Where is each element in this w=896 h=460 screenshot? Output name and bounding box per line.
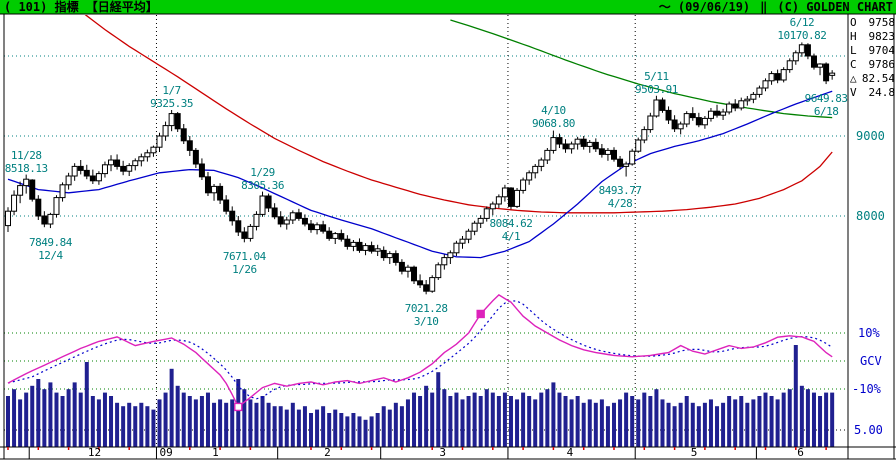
month-label: 4	[566, 446, 574, 459]
osc-axis-label-gcv: GCV	[860, 354, 882, 368]
chart-annotation: 8084.62 4/1	[489, 217, 533, 244]
date-range-label: ～ (09/06/19)	[658, 0, 751, 14]
chart-annotation: 1/7 9325.35	[150, 83, 194, 110]
chart-annotation: 9649.83 6/18	[804, 92, 848, 118]
month-label: 2	[324, 446, 331, 459]
chart-annotation: 11/28 8518.13	[4, 148, 48, 175]
quote-panel: O 9758 H 9823 L 9704 C 9786 △ 82.54 V 24.8	[850, 16, 895, 100]
chart-annotation: 6/12 10170.82	[777, 16, 827, 43]
chart-annotation: 7849.84 12/4	[28, 236, 72, 262]
volume-label: V	[850, 86, 857, 99]
chart-annotation: 7021.28 3/10	[404, 302, 448, 329]
title-bar: ( 101) 指標 【日経平均】 ～ (09/06/19) ‖ (C) GOLD…	[0, 0, 896, 14]
quote-row-volume: V 24.8	[850, 86, 895, 100]
low-label: L	[850, 44, 857, 57]
volume-value: 24.8	[868, 86, 896, 99]
high-value: 9823	[868, 30, 896, 43]
chart-annotation: 8493.77 4/28	[598, 184, 642, 211]
price-axis-label-8000: 8000	[856, 209, 885, 223]
quote-row-open: O 9758	[850, 16, 895, 30]
month-label: 3	[439, 446, 446, 459]
separator-glyph: ‖	[760, 0, 768, 14]
open-value: 9758	[868, 16, 896, 29]
close-label: C	[850, 58, 857, 71]
low-value: 9704	[868, 44, 896, 57]
osc-axis-label-minus10: -10%	[852, 382, 881, 396]
change-delta-icon: △	[850, 72, 857, 85]
quote-row-low: L 9704	[850, 44, 895, 58]
month-label: 6	[797, 446, 804, 459]
quote-row-change: △ 82.54	[850, 72, 895, 86]
osc-axis-label-500: 5.00	[854, 423, 883, 437]
close-value: 9786	[868, 58, 896, 71]
month-label: 1	[212, 446, 219, 459]
title-bar-right: ～ (09/06/19) ‖ (C) GOLDEN CHART	[659, 0, 896, 14]
high-label: H	[850, 30, 857, 43]
chart-title: ( 101) 指標 【日経平均】	[4, 0, 158, 14]
quote-row-close: C 9786	[850, 58, 895, 72]
change-value: 82.54	[861, 72, 895, 85]
price-axis-label-9000: 9000	[856, 129, 885, 143]
quote-row-high: H 9823	[850, 30, 895, 44]
month-label: 5	[690, 446, 698, 459]
chart-annotation: 5/11 9503.91	[634, 69, 678, 96]
month-label: 12	[87, 446, 102, 459]
copyright-label: (C) GOLDEN CHART	[777, 0, 893, 14]
chart-annotation: 1/29 8305.36	[241, 165, 284, 192]
chart-annotation: 7671.04 1/26	[222, 250, 266, 277]
open-label: O	[850, 16, 857, 29]
chart-annotation: 4/10 9068.80	[531, 104, 575, 131]
year-label: 09	[159, 446, 173, 459]
osc-axis-label-plus10: 10%	[858, 326, 880, 340]
